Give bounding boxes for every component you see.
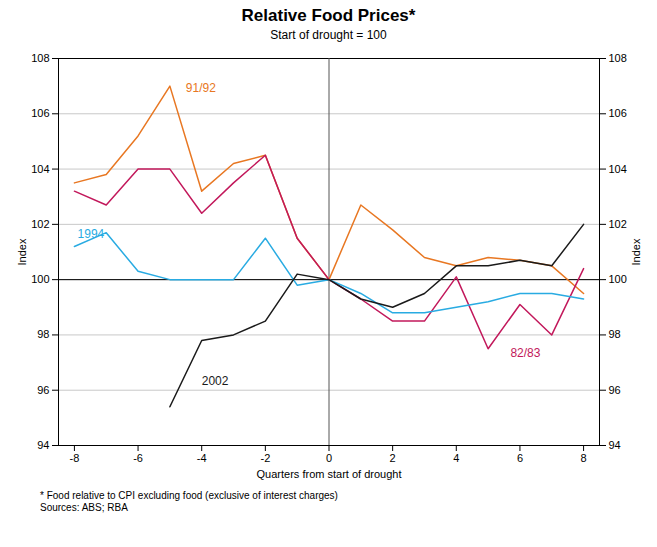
svg-text:0: 0 <box>326 452 332 464</box>
svg-text:2002: 2002 <box>202 374 229 388</box>
svg-text:82/83: 82/83 <box>510 346 540 360</box>
svg-text:108: 108 <box>31 52 49 64</box>
svg-text:4: 4 <box>453 452 459 464</box>
svg-text:Index: Index <box>630 238 642 265</box>
svg-text:-2: -2 <box>260 452 270 464</box>
svg-text:108: 108 <box>609 52 627 64</box>
html-text:Relative Food Prices*: Relative Food Prices* <box>241 6 416 25</box>
svg-text:104: 104 <box>609 163 627 175</box>
svg-text:6: 6 <box>517 452 523 464</box>
html-text:* Food relative to CPI excludi: * Food relative to CPI excluding food (e… <box>40 490 338 501</box>
svg-text:2: 2 <box>390 452 396 464</box>
svg-text:1994: 1994 <box>78 227 105 241</box>
svg-text:104: 104 <box>31 163 49 175</box>
svg-text:100: 100 <box>31 273 49 285</box>
svg-text:-8: -8 <box>70 452 80 464</box>
svg-text:100: 100 <box>609 273 627 285</box>
svg-text:98: 98 <box>609 328 621 340</box>
svg-text:94: 94 <box>37 439 49 451</box>
svg-text:91/92: 91/92 <box>186 81 216 95</box>
svg-text:-4: -4 <box>197 452 207 464</box>
svg-text:102: 102 <box>609 218 627 230</box>
svg-text:Index: Index <box>16 238 28 265</box>
svg-text:106: 106 <box>609 107 627 119</box>
html-text:Sources: ABS; RBA: Sources: ABS; RBA <box>40 502 128 513</box>
svg-text:94: 94 <box>609 439 621 451</box>
svg-text:96: 96 <box>609 384 621 396</box>
svg-text:102: 102 <box>31 218 49 230</box>
svg-text:-6: -6 <box>133 452 143 464</box>
svg-text:8: 8 <box>581 452 587 464</box>
svg-text:106: 106 <box>31 107 49 119</box>
svg-text:96: 96 <box>37 384 49 396</box>
svg-text:98: 98 <box>37 328 49 340</box>
svg-text:Quarters from start of drought: Quarters from start of drought <box>257 468 402 480</box>
html-text:Start of drought = 100: Start of drought = 100 <box>270 28 387 42</box>
